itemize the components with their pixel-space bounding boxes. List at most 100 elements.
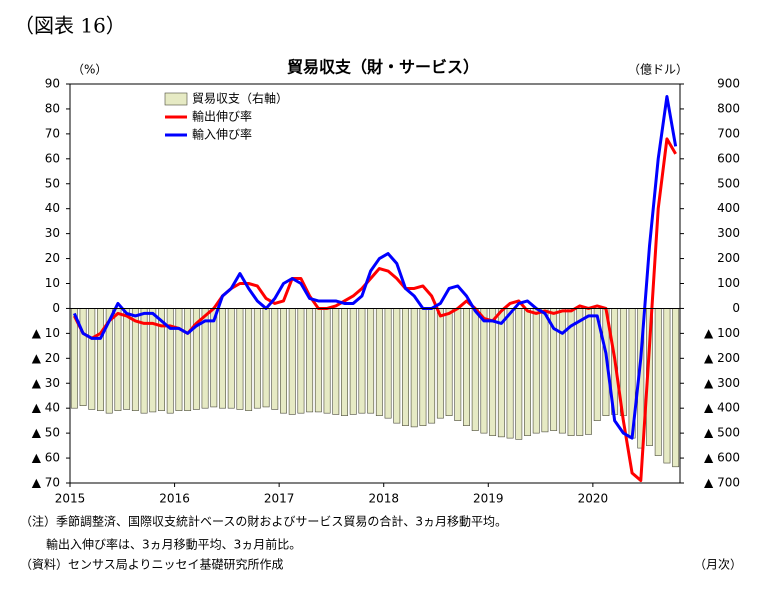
y-tick-label: ▲ 50 (32, 426, 60, 440)
y2-tick-label: ▲ 200 (704, 351, 740, 365)
bar (585, 308, 592, 435)
y2-tick-label: 200 (717, 251, 740, 265)
note: 輸出入伸び率は、3ヵ月移動平均、3ヵ月前比。 (46, 537, 301, 552)
y-tick-label: 40 (45, 201, 60, 215)
bar (471, 308, 479, 431)
bar (236, 308, 244, 410)
bar (166, 308, 174, 414)
bar (497, 308, 505, 438)
y2-tick-label: 900 (717, 77, 740, 91)
bar (123, 308, 131, 410)
y2-tick-label: 700 (717, 126, 740, 140)
bar (428, 308, 436, 424)
bar (384, 308, 392, 419)
bar (358, 308, 366, 414)
bar (375, 308, 383, 416)
bar (97, 308, 104, 411)
bar (445, 308, 453, 416)
note: （注）季節調整済、国際収支統計ベースの財およびサービス貿易の合計、3ヵ月移動平均… (20, 514, 507, 529)
bar (663, 308, 671, 464)
bar (454, 308, 462, 421)
bar (515, 308, 523, 440)
y2-tick-label: ▲ 700 (704, 476, 740, 490)
bar (79, 308, 87, 406)
bar (219, 308, 226, 409)
y-tick-label: 80 (45, 101, 60, 115)
bar (558, 308, 566, 434)
bar (524, 308, 531, 436)
x-tick-label: 2017 (264, 492, 295, 506)
y-tick-label: 0 (52, 301, 60, 315)
bar (532, 308, 540, 434)
bar (506, 308, 514, 439)
y-tick-label: 50 (45, 176, 60, 190)
x-tick-label: 2016 (159, 492, 190, 506)
y2-tick-label: ▲ 300 (704, 376, 740, 390)
bar (131, 308, 139, 411)
bar (184, 308, 192, 411)
legend-label: 貿易収支（右軸） (192, 91, 288, 106)
y-tick-label: 30 (45, 226, 60, 240)
bar (541, 308, 549, 433)
bar (288, 308, 296, 415)
bar (576, 308, 584, 436)
bar (262, 308, 270, 408)
bar (419, 308, 427, 426)
chart-title: 貿易収支（財・サービス） (287, 58, 479, 77)
bar (410, 308, 418, 428)
y2-tick-label: ▲ 500 (704, 426, 740, 440)
bar (480, 308, 488, 434)
bar (393, 308, 401, 424)
y-tick-label: ▲ 70 (32, 476, 60, 490)
x-tick-label: 2019 (473, 492, 504, 506)
bar (341, 308, 348, 416)
y2-tick-label: ▲ 400 (704, 401, 740, 415)
bar (654, 308, 662, 456)
x-tick-label: 2015 (55, 492, 86, 506)
note: （資料）センサス局よりニッセイ基礎研究所作成 (20, 557, 284, 572)
x-tick-label: 2018 (368, 492, 399, 506)
y2-tick-label: 400 (717, 201, 740, 215)
bar (306, 308, 314, 413)
bar (332, 308, 340, 415)
bar (253, 308, 261, 409)
y2-tick-label: 600 (717, 151, 740, 165)
y-tick-label: ▲ 60 (32, 451, 60, 465)
y2-tick-label: 800 (717, 101, 740, 115)
bar (280, 308, 287, 414)
y-tick-label: ▲ 40 (32, 401, 60, 415)
legend-swatch (164, 92, 188, 106)
bar (402, 308, 409, 426)
bar (227, 308, 235, 409)
line (72, 94, 678, 440)
y2-tick-label: ▲ 100 (704, 326, 740, 340)
y-tick-label: 60 (45, 151, 60, 165)
y2-unit: （億ドル） (628, 63, 688, 77)
bar (463, 308, 470, 426)
y2-tick-label: 100 (717, 276, 740, 290)
x-tick-label: 2020 (578, 492, 609, 506)
y-tick-label: 20 (45, 251, 60, 265)
bar (436, 308, 444, 419)
x-unit: （月次） (694, 558, 742, 572)
bar (210, 308, 218, 408)
bar (245, 308, 253, 411)
y-tick-label: 70 (45, 126, 60, 140)
y-unit: （%） (72, 63, 107, 77)
bar (114, 308, 122, 411)
bar (349, 308, 357, 415)
y2-tick-label: 0 (732, 301, 740, 315)
y-tick-label: ▲ 30 (32, 376, 60, 390)
bar (489, 308, 497, 436)
bar (314, 308, 322, 413)
y2-tick-label: 300 (717, 226, 740, 240)
y-tick-label: ▲ 20 (32, 351, 60, 365)
y-tick-label: 90 (45, 77, 60, 91)
bar (297, 308, 305, 414)
bar (88, 308, 96, 410)
bar (367, 308, 375, 414)
y-tick-label: ▲ 10 (32, 326, 60, 340)
legend-label: 輸出伸び率 (192, 109, 252, 124)
y2-tick-label: 500 (717, 176, 740, 190)
